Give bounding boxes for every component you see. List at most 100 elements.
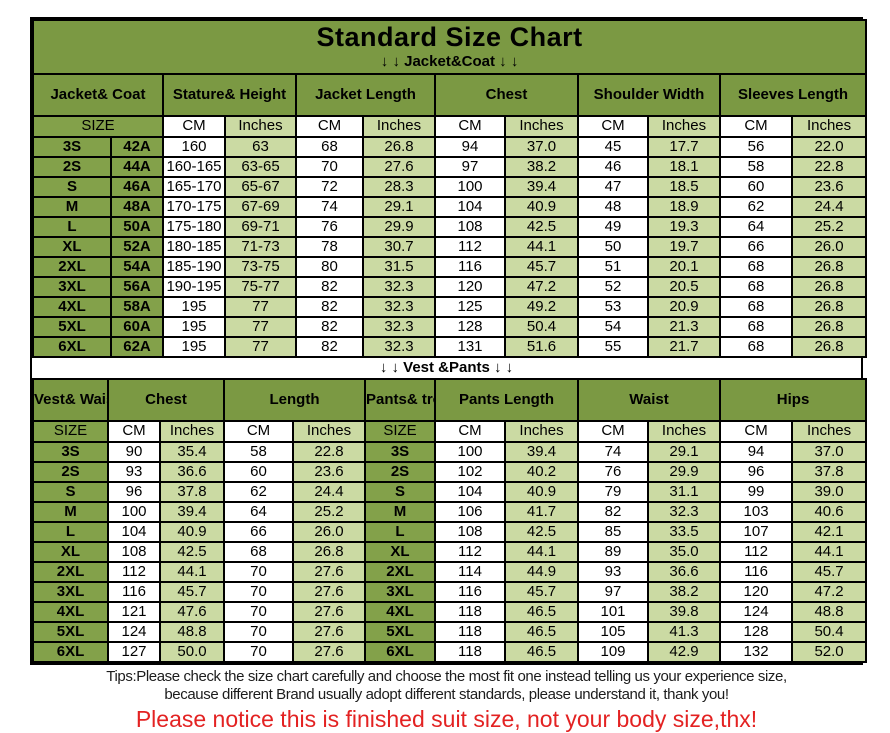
value-cell: 51 <box>577 256 649 278</box>
value-cell: 96 <box>107 481 161 503</box>
size-cell: XL <box>32 236 112 258</box>
size-cell: 48A <box>110 196 164 218</box>
table-row: L 50A 175-180 69-71 76 29.9 108 42.5 49 19.3 64 25.… <box>32 216 868 238</box>
value-cell: 37.8 <box>159 481 225 503</box>
value-cell: 19.7 <box>647 236 721 258</box>
value-cell: 40.6 <box>791 501 868 523</box>
value-cell: 45 <box>577 136 649 158</box>
value-cell: 33.5 <box>647 521 722 543</box>
unit-header: CM <box>577 420 650 443</box>
column-group-header: Stature& Height <box>162 73 297 117</box>
table-row: 2S 44A 160-165 63-65 70 27.6 97 38.2 46 18.1 58 22.… <box>32 156 868 178</box>
value-cell: 27.6 <box>362 156 436 178</box>
value-cell: 74 <box>295 196 364 218</box>
value-cell: 42.5 <box>504 216 579 238</box>
value-cell: 112 <box>107 561 161 583</box>
value-cell: 104 <box>107 521 161 543</box>
value-cell: 32.3 <box>647 501 722 523</box>
value-cell: 27.6 <box>292 601 366 623</box>
size-cell: 3XL <box>32 276 112 298</box>
table-row: 6XL 62A 195 77 82 32.3 131 51.6 55 21.7 68 26.8 <box>32 336 868 358</box>
value-cell: 73-75 <box>224 256 297 278</box>
table-row: S 46A 165-170 65-67 72 28.3 100 39.4 47 18.5 60 23.… <box>32 176 868 198</box>
value-cell: 23.6 <box>292 461 366 483</box>
value-cell: 18.1 <box>647 156 721 178</box>
value-cell: 127 <box>107 641 161 663</box>
value-cell: 38.2 <box>647 581 722 603</box>
table-row: 3XL 116 45.7 70 27.6 3XL 116 45.7 97 38.2 120 47.2 <box>32 581 868 603</box>
value-cell: 26.8 <box>292 541 366 563</box>
value-cell: 74 <box>577 441 650 463</box>
value-cell: 78 <box>295 236 364 258</box>
value-cell: 23.6 <box>790 176 868 198</box>
jacket-units-row: SIZE CM Inches CM Inches CM Inches CM Inches CM In… <box>32 115 868 138</box>
value-cell: 39.8 <box>647 601 722 623</box>
value-cell: 32.3 <box>362 276 436 298</box>
value-cell: 48.8 <box>791 601 868 623</box>
value-cell: 52.0 <box>791 641 868 663</box>
value-cell: 77 <box>224 316 297 338</box>
value-cell: 99 <box>719 481 794 503</box>
value-cell: 77 <box>224 296 297 318</box>
value-cell: 22.0 <box>790 136 868 158</box>
value-cell: 65-67 <box>224 176 297 198</box>
value-cell: 35.4 <box>159 441 225 463</box>
vest-column-groups-row: Vest& WaistcoatChestLengthPants& trouser… <box>32 378 868 422</box>
size-cell: 3S <box>32 441 109 463</box>
value-cell: 39.4 <box>504 176 579 198</box>
unit-header: CM <box>719 420 794 443</box>
value-cell: 40.9 <box>159 521 225 543</box>
unit-header: Inches <box>790 115 868 138</box>
column-group-header: Sleeves Length <box>718 73 868 117</box>
value-cell: 94 <box>719 441 794 463</box>
value-cell: 66 <box>223 521 294 543</box>
size-cell: 3XL <box>32 581 109 603</box>
unit-header: CM <box>223 420 294 443</box>
value-cell: 41.7 <box>503 501 580 523</box>
value-cell: 26.8 <box>790 276 868 298</box>
vest-section-label: ↓ ↓ Vest &Pants ↓ ↓ <box>379 359 514 376</box>
title-cell: Standard Size Chart ↓ ↓ Jacket&Coat ↓ ↓ <box>31 19 868 75</box>
value-cell: 112 <box>434 541 506 563</box>
value-cell: 82 <box>295 336 364 358</box>
unit-header: SIZE <box>32 115 164 138</box>
value-cell: 165-170 <box>162 176 226 198</box>
table-row: 3XL 56A 190-195 75-77 82 32.3 120 47.2 52 20.5 68 2… <box>32 276 868 298</box>
value-cell: 29.1 <box>362 196 436 218</box>
value-cell: 58 <box>223 441 294 463</box>
value-cell: 47 <box>577 176 649 198</box>
unit-header: Inches <box>292 420 366 443</box>
value-cell: 170-175 <box>162 196 226 218</box>
column-group-header: Shoulder Width <box>577 73 721 117</box>
value-cell: 62 <box>223 481 294 503</box>
unit-header: CM <box>719 115 793 138</box>
size-cell: S <box>32 481 109 503</box>
unit-header: Inches <box>362 115 436 138</box>
value-cell: 68 <box>223 541 294 563</box>
value-cell: 46.5 <box>503 601 580 623</box>
value-cell: 35.0 <box>647 541 722 563</box>
value-cell: 31.5 <box>362 256 436 278</box>
value-cell: 46 <box>577 156 649 178</box>
value-cell: 36.6 <box>159 461 225 483</box>
value-cell: 47.2 <box>791 581 868 603</box>
size-cell: 6XL <box>364 641 436 663</box>
value-cell: 42.5 <box>159 541 225 563</box>
value-cell: 89 <box>577 541 650 563</box>
size-cell: 5XL <box>32 621 109 643</box>
value-cell: 21.3 <box>647 316 721 338</box>
unit-header: CM <box>107 420 161 443</box>
value-cell: 114 <box>434 561 506 583</box>
value-cell: 82 <box>295 296 364 318</box>
value-cell: 26.8 <box>790 296 868 318</box>
jacket-column-groups-row: Jacket& Coat Stature& Height Jacket Length… <box>32 73 868 117</box>
value-cell: 195 <box>162 296 226 318</box>
value-cell: 77 <box>224 336 297 358</box>
value-cell: 80 <box>295 256 364 278</box>
value-cell: 118 <box>434 621 506 643</box>
value-cell: 32.3 <box>362 336 436 358</box>
value-cell: 45.7 <box>504 256 579 278</box>
value-cell: 45.7 <box>503 581 580 603</box>
unit-header: CM <box>162 115 226 138</box>
value-cell: 26.8 <box>790 256 868 278</box>
